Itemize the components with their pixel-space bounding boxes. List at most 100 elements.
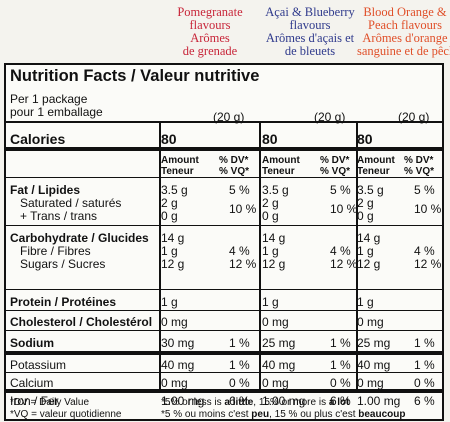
nutrient-label: Cholesterol / Cholestérol — [10, 315, 153, 329]
nutrient-dv: 5 % — [414, 183, 435, 197]
dv-header: % VQ* — [219, 166, 250, 177]
nutrient-dv: 6 % — [330, 394, 351, 408]
nutrient-amount: 0 g — [357, 209, 374, 223]
nutrient-dv: 12 % — [229, 257, 257, 271]
nutrient-dv: 4 % — [229, 244, 250, 258]
footnote-scale-en: *5% or less is a little, 15% or more is … — [161, 397, 349, 408]
nutrient-amount: 14 g — [161, 231, 185, 245]
calories-value: 80 — [357, 131, 373, 147]
nutrient-dv: 10 % — [229, 202, 257, 216]
nutrient-amount: 1 g — [357, 244, 374, 258]
nutrient-amount: 1 g — [161, 244, 178, 258]
nutrient-label: + Trans / trans — [20, 209, 98, 223]
nutrient-amount: 12 g — [357, 257, 381, 271]
flavour-line: Blood Orange & — [363, 5, 447, 19]
nutrient-label: Calcium — [10, 376, 54, 390]
flavour-line: Arômes d'orange — [362, 31, 448, 45]
nutrient-dv: 6 % — [414, 394, 435, 408]
flavour-headers: Pomegranate flavours Arômes de grenade Açai … — [0, 0, 450, 68]
nutrient-amount: 1 g — [262, 295, 279, 309]
nutrient-label: Iron / Fer — [10, 394, 59, 408]
nutrient-amount: 3.5 g — [357, 183, 384, 197]
flavour-line: de grenade — [182, 44, 238, 58]
flavour-header-2: Açai & Blueberry flavours Arômes d'açais e… — [262, 6, 358, 58]
serving-line-en: Per 1 package — [10, 92, 88, 106]
nutrient-amount: 0 g — [262, 209, 279, 223]
footnote-part: a lot — [328, 397, 350, 408]
nutrient-amount: 0 mg — [357, 376, 384, 390]
rule — [6, 177, 442, 178]
nutrient-amount: 40 mg — [161, 358, 195, 372]
nutrient-amount: 25 mg — [357, 336, 391, 350]
nutrient-dv: 10 % — [414, 202, 442, 216]
nutrient-amount: 14 g — [262, 231, 286, 245]
amount-header: Teneur — [161, 166, 194, 177]
nutrient-dv: 0 % — [229, 376, 250, 390]
footnote-part: *5 % ou moins c'est — [161, 409, 252, 420]
nutrient-dv: 1 % — [414, 358, 435, 372]
nutrient-amount: 1 g — [262, 244, 279, 258]
calories-value: 80 — [262, 131, 278, 147]
nutrient-label: Fat / Lipides — [10, 183, 81, 197]
footnote-part: , 15% or more is — [253, 397, 329, 408]
nutrient-amount: 1 g — [161, 295, 178, 309]
nutrient-amount: 0 mg — [262, 376, 289, 390]
rule-thick — [6, 351, 442, 355]
footnote-part: *5% or less is — [161, 397, 225, 408]
nutrient-amount: 12 g — [262, 257, 286, 271]
nutrient-dv: 12 % — [330, 257, 358, 271]
nutrient-amount: 40 mg — [262, 358, 296, 372]
nutrient-dv: 5 % — [229, 183, 250, 197]
rule-thick — [6, 147, 442, 151]
rule — [6, 372, 442, 373]
rule — [6, 121, 442, 123]
flavour-line: sanguine et de pêche — [357, 44, 450, 58]
dv-header: % VQ* — [320, 166, 351, 177]
nutrient-amount: 30 mg — [161, 336, 195, 350]
column-divider — [159, 121, 161, 389]
nutrient-dv: 6 % — [229, 394, 250, 408]
flavour-line: Pomegranate — [177, 5, 243, 19]
nutrient-label: Potassium — [10, 358, 67, 372]
nutrient-amount: 1.00 mg — [161, 394, 205, 408]
table-title: Nutrition Facts / Valeur nutritive — [10, 67, 260, 85]
nutrient-dv: 0 % — [414, 376, 435, 390]
dv-header: % DV* — [219, 155, 249, 166]
serving-size: (20 g) — [398, 110, 430, 124]
nutrient-amount: 3.5 g — [161, 183, 188, 197]
flavour-line: Arômes — [190, 31, 230, 45]
rule — [6, 310, 442, 311]
footnote-part: beaucoup — [358, 409, 406, 420]
nutrient-amount: 12 g — [161, 257, 185, 271]
flavour-header-1: Pomegranate flavours Arômes de grenade — [162, 6, 258, 58]
nutrient-dv: 4 % — [414, 244, 435, 258]
nutrient-dv: 10 % — [330, 202, 358, 216]
calories-label: Calories — [10, 131, 66, 147]
nutrient-dv: 12 % — [414, 257, 442, 271]
nutrient-label: Protein / Protéines — [10, 295, 117, 309]
nutrient-label: Fibre / Fibres — [20, 244, 91, 258]
nutrient-dv: 0 % — [330, 376, 351, 390]
dv-header: % VQ* — [404, 166, 435, 177]
rule — [6, 330, 442, 331]
flavour-line: de bleuets — [284, 44, 336, 58]
nutrient-label: Carbohydrate / Glucides — [10, 231, 149, 245]
column-divider — [259, 121, 261, 389]
nutrient-dv: 5 % — [330, 183, 351, 197]
footnote-vq: *VQ = valeur quotidienne — [10, 409, 122, 420]
nutrient-amount: 1.00 mg — [262, 394, 306, 408]
dv-header: % DV* — [404, 155, 434, 166]
nutrient-amount: 0 mg — [161, 315, 188, 329]
flavour-line: Açai & Blueberry — [265, 5, 355, 19]
nutrient-amount: 1 g — [357, 295, 374, 309]
serving-size: (20 g) — [213, 110, 245, 124]
serving-size: (20 g) — [314, 110, 346, 124]
flavour-line: Arômes d'açais et — [265, 31, 355, 45]
nutrition-facts-table: Nutrition Facts / Valeur nutritive Per 1… — [4, 63, 444, 421]
nutrient-amount: 2 g — [262, 196, 279, 210]
nutrient-amount: 0 g — [161, 209, 178, 223]
rule-thick — [6, 389, 442, 393]
footnote-part: a little — [224, 397, 254, 408]
column-divider — [356, 121, 358, 389]
footnote-dv: *DV = Daily Value — [10, 397, 90, 408]
